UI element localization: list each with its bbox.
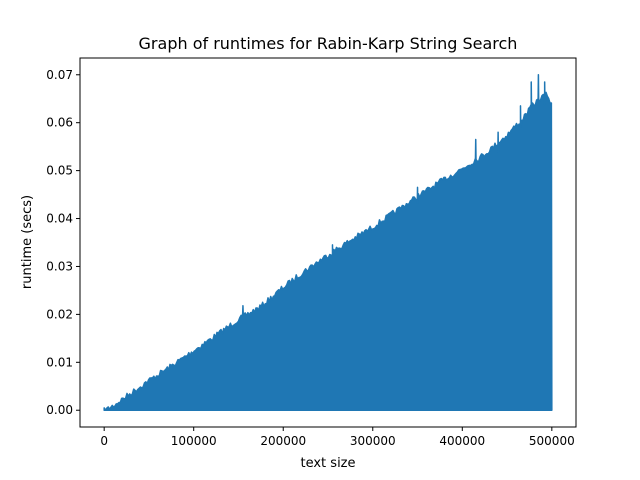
y-tick-label: 0.05 [46,164,73,178]
y-tick-label: 0.02 [46,307,73,321]
x-tick-label: 200000 [260,434,306,448]
axes-frame [79,57,577,428]
x-tick-label: 100000 [171,434,217,448]
y-tick-label: 0.01 [46,355,73,369]
plot-area [103,74,553,411]
x-tick-label: 400000 [439,434,485,448]
y-tick-label: 0.03 [46,259,73,273]
runtime-series-line [103,74,553,411]
y-axis-ticks: 0.00 0.01 0.02 0.03 0.04 0.05 0.06 0.07 [46,68,80,417]
y-tick-label: 0.00 [46,403,73,417]
y-axis-label: runtime (secs) [20,195,35,289]
y-tick-label: 0.04 [46,212,73,226]
x-axis-label: text size [301,456,356,471]
x-tick-label: 300000 [350,434,396,448]
y-tick-label: 0.07 [46,68,73,82]
x-axis-ticks: 0 100000 200000 300000 400000 500000 [100,427,575,448]
y-tick-label: 0.06 [46,116,73,130]
x-tick-label: 500000 [529,434,575,448]
chart-title: Graph of runtimes for Rabin-Karp String … [139,34,518,53]
x-tick-label: 0 [100,434,108,448]
